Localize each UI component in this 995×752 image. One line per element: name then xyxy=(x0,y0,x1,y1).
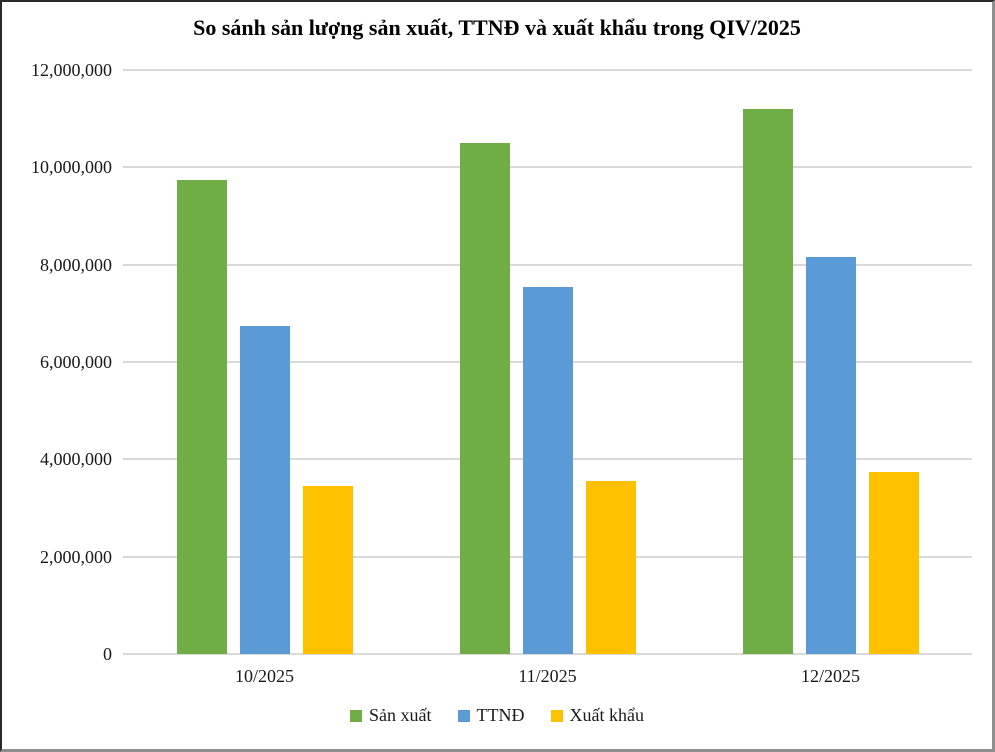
bar xyxy=(868,471,919,654)
y-axis-tick-label: 6,000,000 xyxy=(40,352,112,372)
gridline xyxy=(123,166,972,169)
bar-groups xyxy=(123,70,972,654)
bar xyxy=(239,325,290,654)
legend-label: Xuất khẩu xyxy=(569,705,644,725)
legend-item: TTNĐ xyxy=(457,705,525,726)
plot-area xyxy=(123,69,972,655)
x-axis-tick-label: 12/2025 xyxy=(800,666,860,686)
y-axis-tick-label: 4,000,000 xyxy=(40,449,112,470)
legend-swatch-icon xyxy=(350,709,362,722)
y-axis-tick-label: 2,000,000 xyxy=(40,546,112,567)
x-axis-labels: 10/2025 11/2025 12/2025 xyxy=(123,666,972,690)
y-axis-tick-label: 8,000,000 xyxy=(40,254,112,275)
bar xyxy=(585,481,636,654)
legend-label: TTNĐ xyxy=(476,705,525,725)
bar xyxy=(805,257,856,654)
legend: Sản xuất TTNĐ Xuất khẩu xyxy=(2,705,992,726)
bar xyxy=(742,108,793,654)
x-axis-line xyxy=(123,653,972,655)
y-axis-tick-label: 10,000,000 xyxy=(31,157,112,178)
y-axis-tick-label: 12,000,000 xyxy=(31,60,112,80)
bar xyxy=(302,486,353,654)
x-axis-tick-label: 10/2025 xyxy=(234,666,294,686)
legend-swatch-icon xyxy=(550,709,563,722)
chart-title: So sánh sản lượng sản xuất, TTNĐ và xuất… xyxy=(193,15,801,40)
bar xyxy=(176,179,227,654)
legend-item: Xuất khẩu xyxy=(550,705,644,726)
legend-swatch-icon xyxy=(457,709,470,722)
bar-group xyxy=(689,70,972,654)
gridline xyxy=(123,69,972,71)
bar-group xyxy=(123,70,406,654)
bar xyxy=(522,286,573,654)
bar-group xyxy=(406,70,689,654)
x-axis-tick-label: 11/2025 xyxy=(518,666,577,686)
gridline xyxy=(123,263,972,266)
legend-label: Sản xuất xyxy=(369,705,432,725)
y-axis-tick-label: 0 xyxy=(103,644,112,664)
legend-item: Sản xuất xyxy=(350,705,432,726)
bar xyxy=(459,143,510,654)
y-axis-labels: 0 2,000,000 4,000,000 6,000,000 8,000,000 10,… xyxy=(2,60,112,664)
